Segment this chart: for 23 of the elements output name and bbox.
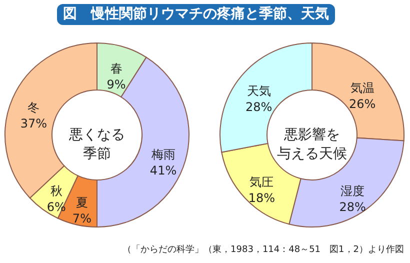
slice-label: 梅雨	[150, 147, 176, 162]
data-label: 28%	[246, 100, 272, 114]
text: 季節	[83, 146, 111, 162]
text: 与える天候	[277, 146, 347, 162]
text: 悪くなる	[68, 127, 125, 143]
slice-label: 夏	[76, 195, 88, 210]
slice-label: 気圧	[250, 175, 274, 190]
data-label: 41%	[150, 163, 177, 178]
slice-label: 春	[110, 62, 122, 76]
data-label: 37%	[20, 116, 48, 131]
data-label: 26%	[348, 96, 376, 111]
text: （「からだの科学」（東，1983，114：48～51 図1，2）より作図	[122, 244, 404, 256]
slice-label: 気温	[350, 80, 374, 95]
slice-label: 冬	[28, 100, 40, 115]
slice-label: 秋	[50, 184, 62, 198]
data-label: 18%	[248, 191, 276, 206]
slice-label: 天気	[246, 84, 271, 98]
data-label: 7%	[72, 211, 92, 226]
data-label: 28%	[339, 200, 366, 214]
slice-label: 湿度	[340, 184, 365, 198]
data-label: 9%	[106, 78, 126, 92]
text: 悪影響を	[283, 127, 340, 143]
text: 図 慢性関節リウマチの疼痛と季節、天気	[57, 4, 335, 25]
